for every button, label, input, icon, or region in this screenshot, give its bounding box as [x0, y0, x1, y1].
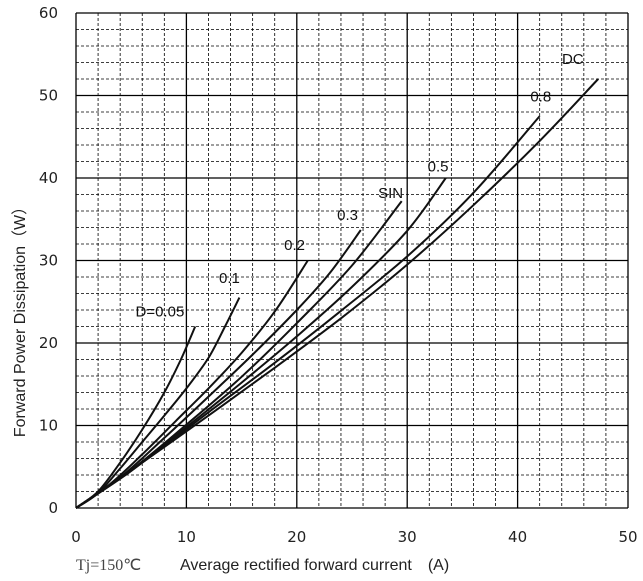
curve-0-2 [75, 259, 309, 509]
curve-0-1 [75, 297, 241, 509]
x-tick-label: 0 [71, 528, 81, 546]
x-tick-label: 40 [508, 528, 527, 546]
x-tick-label: 50 [618, 528, 637, 546]
curve-label-0-1: 0.1 [219, 270, 240, 287]
x-tick-label: 30 [398, 528, 417, 546]
curve-d-0-05 [75, 326, 197, 509]
y-tick-labels: 0 10 20 30 40 50 60 [39, 4, 58, 517]
y-tick-label: 20 [39, 334, 58, 352]
curves [75, 78, 599, 509]
curve-label-0-5: 0.5 [428, 158, 449, 175]
y-tick-label: 10 [39, 417, 58, 435]
x-tick-label: 10 [177, 528, 196, 546]
x-axis-label: Average rectified forward current (A) [180, 557, 449, 574]
curve-label-0-2: 0.2 [284, 237, 305, 254]
x-tick-label: 20 [287, 528, 306, 546]
y-tick-label: 40 [39, 169, 58, 187]
curve-labels: D=0.05 0.1 0.2 0.3 SIN 0.5 0.8 DC [136, 51, 584, 320]
curve-label-dc: DC [562, 51, 584, 68]
major-grid [75, 12, 629, 509]
curve-label-d-0-05: D=0.05 [136, 304, 185, 321]
y-axis-label: Forward Power Dissipation（W） [11, 199, 29, 437]
y-tick-label: 50 [39, 87, 58, 105]
curve-label-0-8: 0.8 [530, 88, 551, 105]
condition-label: Tj=150℃ [76, 557, 141, 574]
y-tick-label: 0 [48, 499, 58, 517]
y-tick-label: 30 [39, 252, 58, 270]
curve-label-sin: SIN [378, 185, 403, 202]
x-tick-labels: 0 10 20 30 40 50 [71, 528, 637, 546]
curve-label-0-3: 0.3 [337, 207, 358, 224]
y-tick-label: 60 [39, 4, 58, 22]
curve-dc [75, 78, 599, 509]
